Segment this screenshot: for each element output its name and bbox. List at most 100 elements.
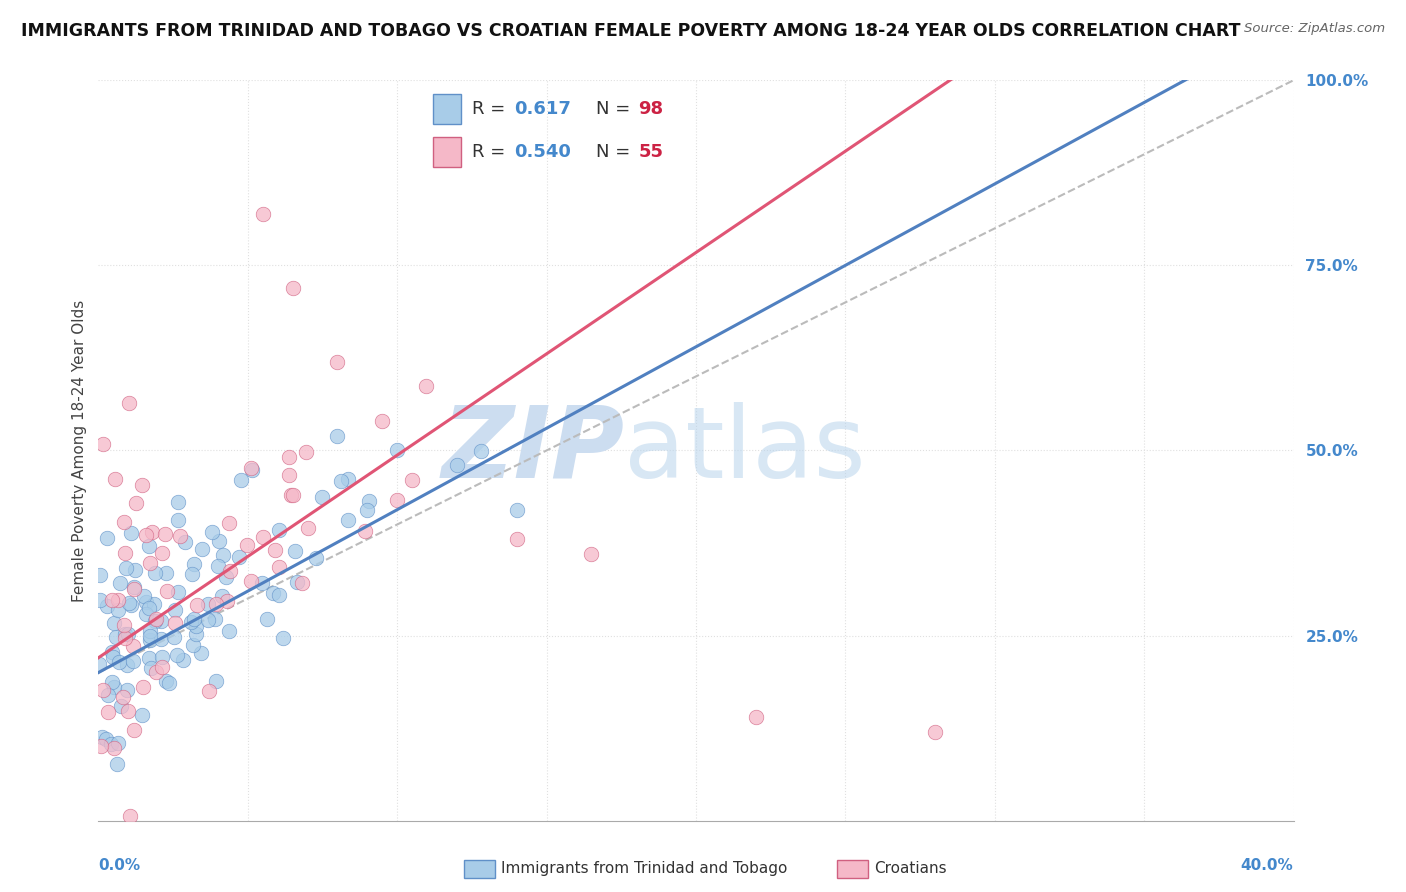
Point <box>285 574 308 589</box>
Point <box>183 612 205 626</box>
Point <box>97 688 120 702</box>
Point <box>356 502 378 516</box>
Point <box>262 586 284 600</box>
Point <box>138 624 160 638</box>
Point <box>153 527 176 541</box>
Point <box>385 493 408 508</box>
Point <box>101 674 124 689</box>
Point <box>207 559 229 574</box>
Point <box>96 599 118 613</box>
Point <box>135 607 157 621</box>
Point <box>117 627 139 641</box>
Point <box>91 683 114 698</box>
Point <box>101 645 124 659</box>
Point <box>122 580 145 594</box>
Point <box>205 673 228 688</box>
Point <box>745 710 768 724</box>
Point <box>186 599 208 613</box>
Text: R =: R = <box>472 100 512 118</box>
Point <box>143 615 166 629</box>
Point <box>165 603 187 617</box>
Point <box>138 556 160 570</box>
Point <box>354 524 377 538</box>
Point <box>112 515 135 529</box>
Point <box>470 444 492 458</box>
Text: 40.0%: 40.0% <box>1240 858 1294 872</box>
Point <box>112 690 135 705</box>
Point <box>120 598 142 612</box>
Point <box>138 539 160 553</box>
Point <box>115 561 138 575</box>
Point <box>118 596 141 610</box>
Point <box>252 530 274 544</box>
Point <box>89 593 111 607</box>
Point <box>94 732 117 747</box>
Point <box>141 524 163 539</box>
Point <box>108 655 131 669</box>
Text: 55: 55 <box>638 144 664 161</box>
Point <box>131 478 153 492</box>
Point <box>297 521 319 535</box>
Point <box>87 657 110 672</box>
Point <box>181 566 204 581</box>
Point <box>118 396 141 410</box>
Point <box>506 502 529 516</box>
Point <box>120 525 142 540</box>
Point <box>236 538 259 552</box>
Point <box>228 550 250 565</box>
Point <box>208 534 231 549</box>
Point <box>150 660 173 674</box>
Point <box>401 473 423 487</box>
Point <box>204 612 226 626</box>
Point <box>174 535 197 549</box>
Point <box>114 631 136 645</box>
Point <box>134 595 156 609</box>
Point <box>181 638 204 652</box>
Point <box>101 650 124 665</box>
Point <box>211 549 233 563</box>
Point <box>924 724 946 739</box>
Point <box>311 490 333 504</box>
Point <box>190 542 212 557</box>
Point <box>163 615 186 630</box>
Point <box>145 612 167 626</box>
Point <box>172 653 194 667</box>
Text: 0.617: 0.617 <box>515 100 571 118</box>
Point <box>371 414 394 428</box>
Point <box>219 564 242 578</box>
Text: N =: N = <box>596 100 636 118</box>
Point <box>162 630 184 644</box>
Point <box>135 528 157 542</box>
Y-axis label: Female Poverty Among 18-24 Year Olds: Female Poverty Among 18-24 Year Olds <box>72 300 87 601</box>
Point <box>240 574 263 588</box>
Point <box>337 513 360 527</box>
Point <box>269 559 291 574</box>
Point <box>155 673 177 688</box>
Point <box>326 354 349 368</box>
Point <box>157 676 180 690</box>
Text: 0.0%: 0.0% <box>98 858 141 872</box>
Text: Source: ZipAtlas.com: Source: ZipAtlas.com <box>1244 22 1385 36</box>
Point <box>267 588 290 602</box>
Point <box>139 632 162 647</box>
Point <box>115 658 138 673</box>
Point <box>166 585 188 599</box>
Point <box>271 632 294 646</box>
Point <box>240 463 263 477</box>
Point <box>112 618 135 632</box>
Point <box>252 575 274 590</box>
Point <box>357 493 380 508</box>
Point <box>103 616 125 631</box>
Text: N =: N = <box>596 144 636 161</box>
Point <box>167 495 190 509</box>
Point <box>190 646 212 660</box>
Point <box>89 567 111 582</box>
Point <box>197 613 219 627</box>
Point <box>103 680 125 694</box>
Point <box>132 680 155 694</box>
Point <box>385 443 409 458</box>
Point <box>180 615 202 629</box>
Point <box>100 738 122 752</box>
Point <box>284 544 307 558</box>
Point <box>150 649 173 664</box>
